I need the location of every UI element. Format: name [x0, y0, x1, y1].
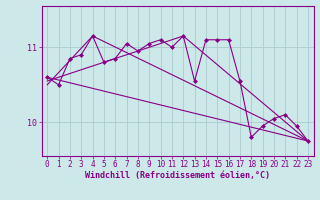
X-axis label: Windchill (Refroidissement éolien,°C): Windchill (Refroidissement éolien,°C) [85, 171, 270, 180]
